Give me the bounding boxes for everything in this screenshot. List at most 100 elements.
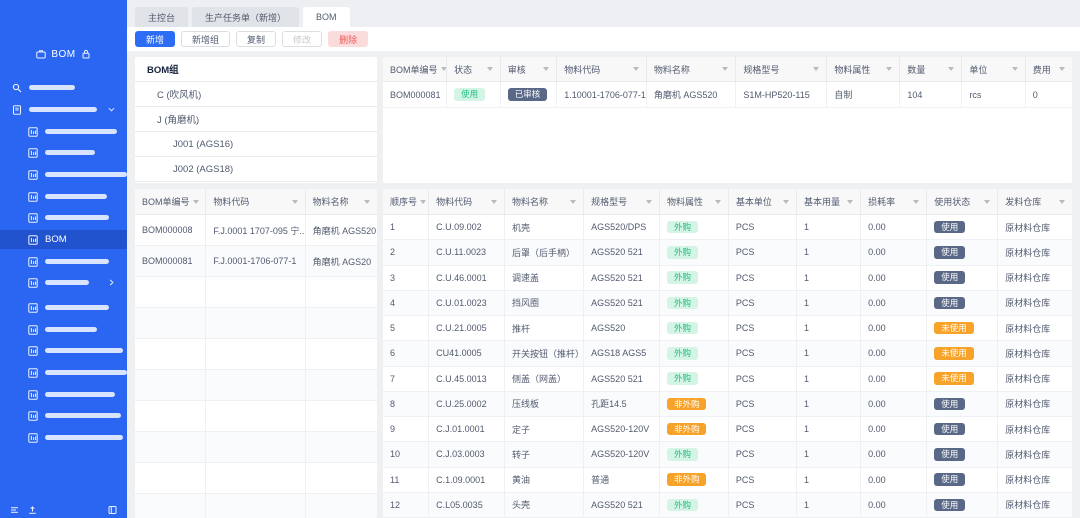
sidebar-item[interactable] [0, 273, 127, 292]
column-header[interactable]: 规格型号 [736, 57, 828, 81]
filter-caret-icon[interactable] [570, 199, 577, 204]
sidebar-item[interactable] [0, 385, 127, 404]
filter-caret-icon[interactable] [420, 199, 427, 204]
column-header[interactable]: 物料代码 [557, 57, 647, 81]
upload-icon[interactable] [28, 505, 37, 514]
filter-caret-icon[interactable] [192, 199, 199, 204]
sidebar-item[interactable] [0, 320, 127, 339]
table-row-empty[interactable] [135, 277, 377, 308]
tab-bom[interactable]: BOM [303, 7, 350, 27]
toolbar-button-disabled[interactable]: 修改 [282, 31, 323, 47]
toolbar-button-primary[interactable]: 新增 [135, 31, 176, 47]
table-row-empty[interactable] [135, 494, 377, 518]
column-header[interactable]: 单位 [962, 57, 1026, 81]
filter-caret-icon[interactable] [847, 199, 854, 204]
filter-caret-icon[interactable] [291, 199, 298, 204]
column-header[interactable]: 审核 [501, 57, 558, 81]
sidebar-item[interactable] [0, 363, 127, 382]
sidebar-item[interactable] [0, 428, 127, 447]
table-row[interactable]: 5 C.U.21.0005 推杆 AGS520 外购 PCS 1 0.00 未使用 原材料仓库 [383, 316, 1072, 342]
column-header[interactable]: 费用 [1026, 57, 1072, 81]
column-header[interactable]: 物料代码 [206, 189, 306, 214]
column-header[interactable]: 物料属性 [827, 57, 901, 81]
table-row[interactable]: 7 C.U.45.0013 侧盖（网盖） AGS520 521 外购 PCS 1 0.00 未使… [383, 366, 1072, 392]
table-row[interactable]: 12 C.L05.0035 头壳 AGS520 521 外购 PCS 1 0.00 使用 原材料仓… [383, 492, 1072, 518]
filter-caret-icon[interactable] [722, 67, 729, 71]
filter-caret-icon[interactable] [440, 67, 447, 71]
filter-caret-icon[interactable] [1011, 67, 1018, 71]
chevron-down-icon[interactable] [108, 106, 115, 113]
table-row-empty[interactable] [135, 432, 377, 463]
sidebar-item[interactable] [0, 122, 127, 141]
filter-caret-icon[interactable] [783, 199, 790, 204]
filter-caret-icon[interactable] [632, 67, 639, 71]
sidebar-item[interactable] [0, 252, 127, 271]
column-header[interactable]: 基本用量 [797, 189, 862, 214]
table-row[interactable]: 6 CU41.0005 开关按钮（推杆） AGS18 AGS5 外购 PCS 1 0.00 未使… [383, 341, 1072, 367]
table-row-empty[interactable] [135, 339, 377, 370]
sidebar-item[interactable] [0, 406, 127, 425]
sidebar-item[interactable] [0, 165, 127, 184]
column-header[interactable]: 基本单位 [729, 189, 798, 214]
table-row[interactable]: BOM000081 使用 已审核 1.10001-1706-077-1 角磨机 AGS5… [383, 82, 1072, 108]
table-row[interactable]: BOM000008 F.J.0001 1707-095 宁... 角磨机 AGS52… [135, 215, 377, 246]
sidebar-item[interactable] [0, 100, 127, 119]
table-row-empty[interactable] [135, 370, 377, 401]
column-header[interactable]: 规格型号 [584, 189, 660, 214]
table-row-empty[interactable] [135, 401, 377, 432]
sidebar-item[interactable] [0, 187, 127, 206]
column-header[interactable]: 使用状态 [927, 189, 999, 214]
table-row[interactable]: 9 C.J.01.0001 定子 AGS520-120V 非外购 PCS 1 0.00 使用 原材… [383, 417, 1072, 443]
table-row[interactable]: 10 C.J.03.0003 转子 AGS520-120V 外购 PCS 1 0.00 使用 原材… [383, 442, 1072, 468]
table-row[interactable]: 4 C.U.01.0023 挡风圈 AGS520 521 外购 PCS 1 0.00 使用 原材料… [383, 290, 1072, 316]
filter-caret-icon[interactable] [363, 199, 370, 204]
column-header[interactable]: 顺序号 [383, 189, 430, 214]
filter-caret-icon[interactable] [714, 199, 721, 204]
column-header[interactable]: BOM单编号 [135, 189, 207, 214]
filter-caret-icon[interactable] [486, 67, 493, 71]
column-header[interactable]: 物料代码 [429, 189, 505, 214]
bom-group-node[interactable]: J (角磨机) [135, 107, 377, 132]
column-header[interactable]: 数量 [900, 57, 963, 81]
tab-item[interactable]: 生产任务单（新增） [192, 7, 300, 27]
filter-caret-icon[interactable] [645, 199, 652, 204]
filter-caret-icon[interactable] [948, 67, 955, 71]
toolbar-button-default[interactable]: 复制 [236, 31, 277, 47]
column-header[interactable]: 物料名称 [505, 189, 585, 214]
column-header[interactable]: 损耗率 [861, 189, 928, 214]
bom-group-node[interactable]: C (吹风机) [135, 82, 377, 107]
column-header[interactable]: BOM单编号 [383, 57, 448, 81]
filter-caret-icon[interactable] [1058, 199, 1065, 204]
filter-caret-icon[interactable] [1058, 67, 1065, 71]
filter-caret-icon[interactable] [913, 199, 920, 204]
filter-caret-icon[interactable] [490, 199, 497, 204]
toolbar-button-danger[interactable]: 删除 [328, 31, 369, 47]
table-row[interactable]: BOM000081 F.J.0001-1706-077-1 角磨机 AGS20 [135, 246, 377, 277]
tab-item[interactable]: 主控台 [135, 7, 189, 27]
column-header[interactable]: 状态 [447, 57, 501, 81]
window-icon[interactable] [108, 505, 117, 514]
chevron-right-icon[interactable] [108, 279, 115, 286]
table-row-empty[interactable] [135, 463, 377, 494]
table-row[interactable]: 3 C.U.46.0001 调速盖 AGS520 521 外购 PCS 1 0.00 使用 原材料… [383, 265, 1072, 291]
toolbar-button-default[interactable]: 新增组 [181, 31, 231, 47]
sidebar-item[interactable] [0, 143, 127, 162]
table-row[interactable]: 1 C.U.09.002 机壳 AGS520/DPS 外购 PCS 1 0.00 使用 原材料仓库 [383, 215, 1072, 241]
sidebar-item[interactable] [0, 298, 127, 317]
table-row[interactable]: 8 C.U.25.0002 压线板 孔距14.5 非外购 PCS 1 0.00 使用 原材料仓库 [383, 391, 1072, 417]
filter-caret-icon[interactable] [984, 199, 991, 204]
sidebar-item[interactable] [0, 78, 127, 97]
sidebar-item[interactable] [0, 208, 127, 227]
column-header[interactable]: 发料仓库 [998, 189, 1072, 214]
filter-caret-icon[interactable] [813, 67, 820, 71]
column-header[interactable]: 物料属性 [660, 189, 729, 214]
table-row-empty[interactable] [135, 308, 377, 339]
bom-group-node[interactable]: J001 (AGS16) [135, 132, 377, 157]
table-row[interactable]: 11 C.1.09.0001 黄油 普通 非外购 PCS 1 0.00 使用 原材料仓库 [383, 467, 1072, 493]
bom-group-node[interactable]: J002 (AGS18) [135, 157, 377, 182]
filter-caret-icon[interactable] [886, 67, 893, 71]
column-header[interactable]: 物料名称 [306, 189, 377, 214]
list-icon[interactable] [10, 505, 19, 514]
sidebar-item[interactable] [0, 341, 127, 360]
filter-caret-icon[interactable] [543, 67, 550, 71]
